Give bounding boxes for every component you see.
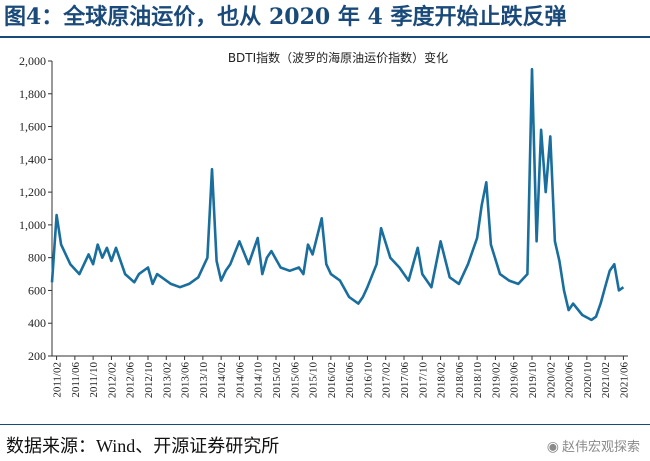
x-tick-label: 2018/10 xyxy=(472,362,484,399)
x-tick-label: 2021/02 xyxy=(600,362,612,398)
x-tick-label: 2018/06 xyxy=(454,362,466,399)
chart-title: BDTI指数（波罗的海原油运价指数）变化 xyxy=(228,50,448,65)
x-tick-label: 2015/02 xyxy=(271,362,283,398)
y-tick-label: 800 xyxy=(28,251,46,265)
x-tick-label: 2011/02 xyxy=(52,362,64,398)
watermark: ◉ 赵伟宏观探索 xyxy=(547,436,640,455)
x-tick-label: 2014/06 xyxy=(234,362,246,399)
x-tick-label: 2018/02 xyxy=(436,362,448,398)
x-tick-label: 2017/06 xyxy=(399,362,411,399)
y-tick-label: 400 xyxy=(28,316,46,330)
watermark-text: 赵伟宏观探索 xyxy=(561,440,640,455)
x-tick-label: 2015/10 xyxy=(308,362,320,399)
x-tick-label: 2011/10 xyxy=(88,362,100,398)
y-tick-label: 600 xyxy=(28,283,46,297)
x-tick-label: 2012/10 xyxy=(143,362,155,399)
x-tick-label: 2017/02 xyxy=(381,362,393,398)
y-tick-label: 1,000 xyxy=(19,218,46,232)
chart-axes xyxy=(51,61,628,357)
x-tick-label: 2021/06 xyxy=(618,362,630,399)
title-divider xyxy=(0,36,650,38)
x-tick-label: 2020/06 xyxy=(564,362,576,399)
y-tick-label: 1,400 xyxy=(19,152,46,166)
x-tick-label: 2013/06 xyxy=(180,362,192,399)
plot-area xyxy=(50,67,625,322)
x-axis-ticks: 2011/02 2011/06 2011/10 2012/02 2012/06 2012/… xyxy=(52,356,630,399)
figure-title: 图4：全球原油运价，也从 2020 年 4 季度开始止跌反弹 xyxy=(4,4,567,30)
series-line xyxy=(50,67,625,322)
x-tick-label: 2012/06 xyxy=(125,362,137,399)
y-tick-label: 1,800 xyxy=(19,87,46,101)
y-tick-label: 1,600 xyxy=(19,120,46,134)
source-divider xyxy=(0,424,650,425)
wechat-icon: ◉ xyxy=(546,439,559,455)
x-tick-label: 2019/02 xyxy=(490,362,502,398)
x-tick-label: 2015/06 xyxy=(289,362,301,399)
x-tick-label: 2013/10 xyxy=(198,362,210,399)
x-tick-label: 2019/10 xyxy=(527,362,539,399)
x-tick-label: 2019/06 xyxy=(509,362,521,399)
x-tick-label: 2011/06 xyxy=(70,362,82,398)
x-tick-label: 2016/02 xyxy=(326,362,338,398)
x-tick-label: 2020/02 xyxy=(545,362,557,398)
x-tick-label: 2016/06 xyxy=(344,362,356,399)
y-axis-ticks: 200 400 600 800 1,000 1,200 1,400 1,600 1,800 2,0… xyxy=(19,54,52,363)
x-tick-label: 2017/10 xyxy=(417,362,429,399)
bdti-line-chart: BDTI指数（波罗的海原油运价指数）变化 200 400 600 800 1,000 1,… xyxy=(19,50,630,399)
x-tick-label: 2012/02 xyxy=(106,362,118,398)
y-tick-label: 2,000 xyxy=(19,54,46,68)
x-tick-label: 2014/02 xyxy=(216,362,228,398)
source-note: 数据来源：Wind、开源证券研究所 xyxy=(6,436,280,456)
y-tick-label: 200 xyxy=(28,349,46,363)
x-tick-label: 2013/02 xyxy=(161,362,173,398)
y-tick-label: 1,200 xyxy=(19,185,46,199)
x-tick-label: 2014/10 xyxy=(253,362,265,399)
x-tick-label: 2016/10 xyxy=(362,362,374,399)
x-tick-label: 2020/10 xyxy=(582,362,594,399)
